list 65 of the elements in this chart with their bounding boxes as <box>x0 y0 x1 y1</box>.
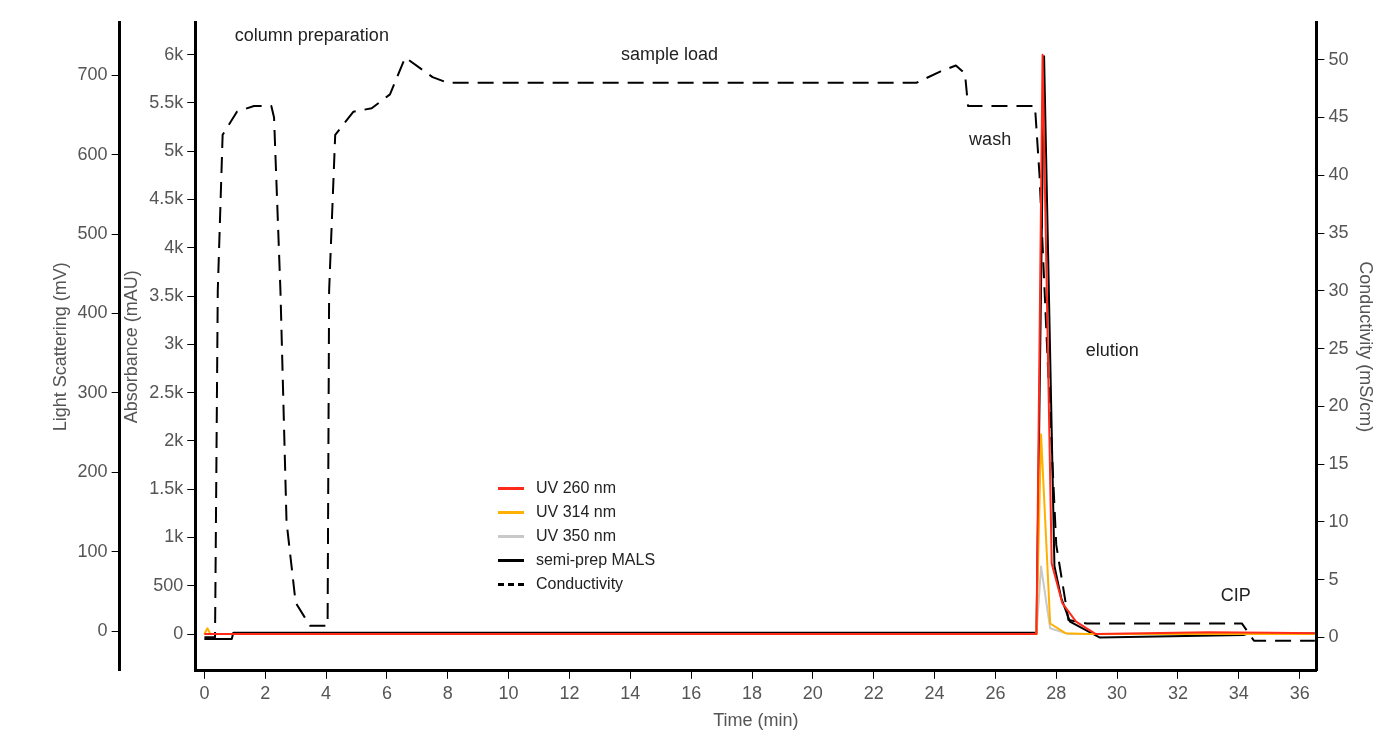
x-tick-label: 30 <box>1107 682 1128 703</box>
y2-axis-title: Conductivity (mS/cm) <box>1356 261 1377 433</box>
y3-tick-label: 300 <box>77 381 108 402</box>
y3-tick-label: 700 <box>77 64 108 85</box>
y2-tick-label: 25 <box>1328 337 1349 358</box>
y3-tick-label: 500 <box>77 223 108 243</box>
legend-label: UV 314 nm <box>535 503 616 522</box>
y-tick-label: 0 <box>173 623 184 644</box>
y3-tick-label: 400 <box>77 302 108 323</box>
y2-tick-label: 10 <box>1328 510 1349 531</box>
annotation: elution <box>1085 340 1139 361</box>
y-tick-label: 1.5k <box>149 478 185 499</box>
y2-tick-label: 15 <box>1328 453 1349 474</box>
y3-tick-label: 100 <box>77 540 108 561</box>
legend-label: semi-prep MALS <box>535 551 656 570</box>
y2-tick-label: 50 <box>1328 48 1349 69</box>
y-axis-title: Absorbance (mAU) <box>121 270 142 424</box>
x-tick-label: 28 <box>1046 682 1067 703</box>
y-tick-label: 2.5k <box>149 381 185 402</box>
y2-tick-label: 30 <box>1328 279 1349 300</box>
y2-tick-label: 35 <box>1328 221 1349 242</box>
y2-tick-label: 45 <box>1328 106 1349 127</box>
annotation: CIP <box>1220 585 1251 606</box>
y-tick-label: 4.5k <box>149 188 185 209</box>
x-tick-label: 36 <box>1289 682 1310 703</box>
y-tick-label: 1k <box>164 526 185 547</box>
x-tick-label: 20 <box>802 682 823 703</box>
annotation: column preparation <box>234 24 389 45</box>
x-axis-title: Time (min) <box>713 710 799 731</box>
x-tick-label: 22 <box>863 682 884 703</box>
x-tick-label: 0 <box>199 682 210 703</box>
annotation: wash <box>968 129 1012 150</box>
x-tick-label: 34 <box>1228 682 1249 703</box>
annotation: sample load <box>620 44 719 65</box>
y-tick-label: 3k <box>164 333 185 354</box>
y-tick-label: 3.5k <box>149 285 185 306</box>
x-tick-label: 26 <box>985 682 1006 703</box>
x-tick-label: 14 <box>620 682 641 703</box>
x-tick-label: 8 <box>442 682 453 703</box>
x-tick-label: 10 <box>498 682 519 703</box>
y3-tick-label: 0 <box>97 620 108 641</box>
y2-tick-label: 5 <box>1328 568 1339 589</box>
y3-tick-label: 200 <box>77 461 108 482</box>
legend-label: UV 350 nm <box>535 527 616 546</box>
x-tick-label: 16 <box>681 682 702 703</box>
x-tick-label: 4 <box>321 682 332 703</box>
y3-tick-label: 600 <box>77 143 108 164</box>
y-tick-label: 5.5k <box>149 91 185 112</box>
y-tick-label: 500 <box>153 574 184 595</box>
legend-label: UV 260 nm <box>535 479 616 498</box>
y2-tick-label: 0 <box>1328 626 1339 647</box>
x-tick-label: 2 <box>260 682 271 703</box>
x-tick-label: 18 <box>742 682 763 703</box>
y2-tick-label: 40 <box>1328 164 1349 185</box>
y-tick-label: 2k <box>164 429 185 450</box>
x-tick-label: 12 <box>559 682 580 703</box>
x-tick-label: 6 <box>381 682 392 703</box>
y3-axis-title: Light Scattering (mV) <box>49 262 70 432</box>
y-tick-label: 5k <box>164 140 185 161</box>
y2-tick-label: 20 <box>1328 395 1349 416</box>
x-tick-label: 32 <box>1167 682 1188 703</box>
y-tick-label: 4k <box>164 236 185 257</box>
x-tick-label: 24 <box>924 682 945 703</box>
y-tick-label: 6k <box>164 43 185 64</box>
legend-label: Conductivity <box>535 575 624 594</box>
